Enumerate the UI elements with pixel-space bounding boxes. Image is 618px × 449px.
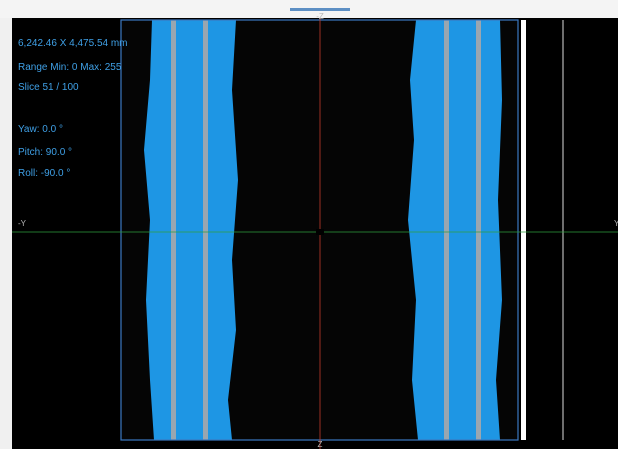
gray-line [203, 20, 208, 440]
slice-slider[interactable] [521, 20, 526, 440]
viewport: 6,242.46 X 4,475.54 mm Range Min: 0 Max:… [0, 0, 618, 449]
drag-handle[interactable] [290, 8, 350, 11]
axis-label: -Y [18, 219, 27, 228]
center-marker [316, 229, 324, 235]
axis-label: -Z [316, 12, 324, 21]
blue-band-left [144, 20, 238, 440]
orientation-text: Roll: -90.0 ° [18, 168, 70, 179]
axis-label: Y [614, 219, 618, 228]
gray-line [476, 20, 481, 440]
blue-band-right [408, 20, 502, 440]
info-text: Slice 51 / 100 [18, 82, 79, 93]
gray-line [444, 20, 449, 440]
orientation-text: Yaw: 0.0 ° [18, 124, 63, 135]
info-text: 6,242.46 X 4,475.54 mm [18, 38, 128, 49]
axis-label: Z [318, 440, 323, 449]
gray-line [171, 20, 176, 440]
info-text: Range Min: 0 Max: 255 [18, 62, 122, 73]
slice-viewer-app: 6,242.46 X 4,475.54 mm Range Min: 0 Max:… [0, 0, 618, 449]
orientation-text: Pitch: 90.0 ° [18, 147, 72, 158]
